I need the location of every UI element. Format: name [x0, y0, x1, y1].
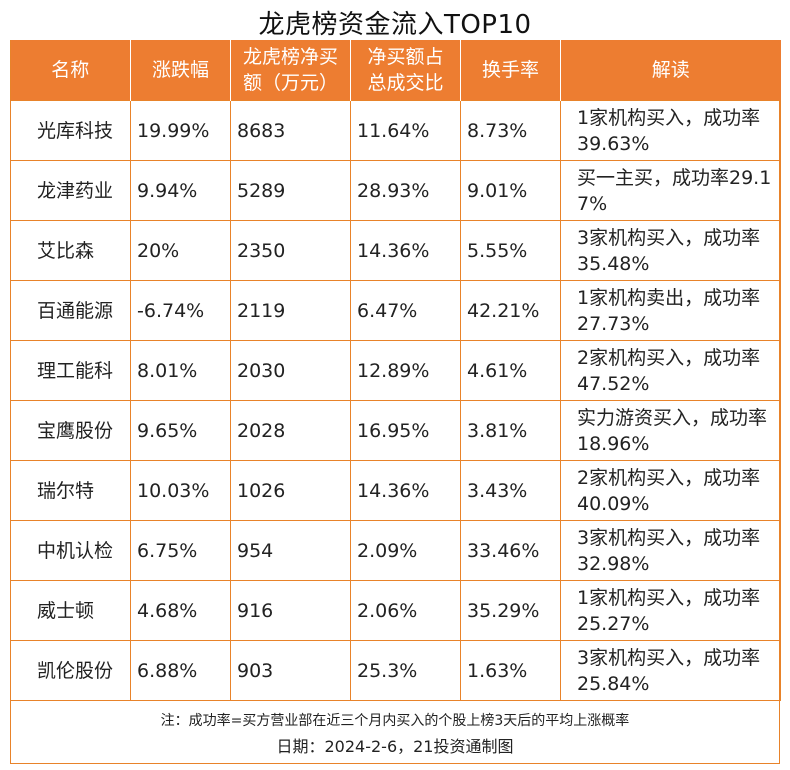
cell-ratio: 28.93% — [350, 160, 461, 221]
cell-ratio: 12.89% — [350, 340, 461, 401]
cell-net-buy: 1026 — [230, 460, 351, 521]
header-interpretation: 解读 — [560, 40, 781, 101]
cell-change: 20% — [130, 220, 231, 281]
cell-turnover: 1.63% — [460, 640, 561, 701]
cell-turnover: 3.43% — [460, 460, 561, 521]
header-net-buy: 龙虎榜净买额（万元） — [230, 40, 351, 101]
table-row: 中机认检 6.75% 954 2.09% 33.46% 3家机构买入，成功率32.98% — [10, 520, 781, 581]
cell-ratio: 11.64% — [350, 100, 461, 161]
cell-net-buy: 2119 — [230, 280, 351, 341]
cell-turnover: 3.81% — [460, 400, 561, 461]
header-turnover: 换手率 — [460, 40, 561, 101]
cell-name: 中机认检 — [10, 520, 131, 581]
cell-turnover: 8.73% — [460, 100, 561, 161]
cell-change: 9.65% — [130, 400, 231, 461]
cell-net-buy: 8683 — [230, 100, 351, 161]
cell-interpretation: 2家机构买入，成功率40.09% — [560, 460, 781, 521]
header-ratio: 净买额占总成交比 — [350, 40, 461, 101]
cell-interpretation: 1家机构买入，成功率25.27% — [560, 580, 781, 641]
table-header-row: 名称 涨跌幅 龙虎榜净买额（万元） 净买额占总成交比 换手率 解读 — [10, 40, 781, 101]
cell-change: 8.01% — [130, 340, 231, 401]
table-row: 凯伦股份 6.88% 903 25.3% 1.63% 3家机构买入，成功率25.84% — [10, 640, 781, 701]
cell-name: 宝鹰股份 — [10, 400, 131, 461]
cell-interpretation: 3家机构买入，成功率35.48% — [560, 220, 781, 281]
table-row: 宝鹰股份 9.65% 2028 16.95% 3.81% 实力游资买入，成功率18.96% — [10, 400, 781, 461]
header-change: 涨跌幅 — [130, 40, 231, 101]
table-row: 威士顿 4.68% 916 2.06% 35.29% 1家机构买入，成功率25.27% — [10, 580, 781, 641]
cell-interpretation: 3家机构买入，成功率25.84% — [560, 640, 781, 701]
cell-turnover: 42.21% — [460, 280, 561, 341]
cell-change: 4.68% — [130, 580, 231, 641]
cell-name: 凯伦股份 — [10, 640, 131, 701]
table-row: 龙津药业 9.94% 5289 28.93% 9.01% 买一主买，成功率29.17% — [10, 160, 781, 221]
cell-net-buy: 2350 — [230, 220, 351, 281]
cell-change: 6.75% — [130, 520, 231, 581]
table-row: 瑞尔特 10.03% 1026 14.36% 3.43% 2家机构买入，成功率40.09% — [10, 460, 781, 521]
cell-change: 9.94% — [130, 160, 231, 221]
cell-turnover: 33.46% — [460, 520, 561, 581]
cell-ratio: 16.95% — [350, 400, 461, 461]
cell-turnover: 35.29% — [460, 580, 561, 641]
cell-ratio: 2.09% — [350, 520, 461, 581]
cell-turnover: 9.01% — [460, 160, 561, 221]
table-row: 艾比森 20% 2350 14.36% 5.55% 3家机构买入，成功率35.48% — [10, 220, 781, 281]
cell-net-buy: 2028 — [230, 400, 351, 461]
cell-name: 百通能源 — [10, 280, 131, 341]
header-name: 名称 — [10, 40, 131, 101]
table-row: 百通能源 -6.74% 2119 6.47% 42.21% 1家机构卖出，成功率27.73… — [10, 280, 781, 341]
cell-change: 6.88% — [130, 640, 231, 701]
footnote: 注：成功率=买方营业部在近三个月内买入的个股上榜3天后的平均上涨概率 — [160, 713, 630, 729]
cell-interpretation: 2家机构买入，成功率47.52% — [560, 340, 781, 401]
cell-turnover: 4.61% — [460, 340, 561, 401]
cell-ratio: 14.36% — [350, 460, 461, 521]
table-row: 理工能科 8.01% 2030 12.89% 4.61% 2家机构买入，成功率47.52% — [10, 340, 781, 401]
cell-interpretation: 3家机构买入，成功率32.98% — [560, 520, 781, 581]
cell-name: 光库科技 — [10, 100, 131, 161]
cell-net-buy: 903 — [230, 640, 351, 701]
cell-name: 瑞尔特 — [10, 460, 131, 521]
cell-ratio: 6.47% — [350, 280, 461, 341]
cell-net-buy: 2030 — [230, 340, 351, 401]
cell-name: 威士顿 — [10, 580, 131, 641]
dragon-tiger-table: 名称 涨跌幅 龙虎榜净买额（万元） 净买额占总成交比 换手率 解读 光库科技 19… — [10, 40, 781, 701]
cell-change: -6.74% — [130, 280, 231, 341]
cell-name: 龙津药业 — [10, 160, 131, 221]
cell-interpretation: 1家机构买入，成功率39.63% — [560, 100, 781, 161]
cell-ratio: 2.06% — [350, 580, 461, 641]
page-title: 龙虎榜资金流入TOP10 — [258, 10, 532, 40]
cell-change: 10.03% — [130, 460, 231, 521]
cell-interpretation: 买一主买，成功率29.17% — [560, 160, 781, 221]
cell-ratio: 25.3% — [350, 640, 461, 701]
cell-name: 理工能科 — [10, 340, 131, 401]
table-row: 光库科技 19.99% 8683 11.64% 8.73% 1家机构买入，成功率39.63… — [10, 100, 781, 161]
cell-interpretation: 实力游资买入，成功率18.96% — [560, 400, 781, 461]
cell-net-buy: 916 — [230, 580, 351, 641]
cell-interpretation: 1家机构卖出，成功率27.73% — [560, 280, 781, 341]
cell-ratio: 14.36% — [350, 220, 461, 281]
cell-change: 19.99% — [130, 100, 231, 161]
cell-name: 艾比森 — [10, 220, 131, 281]
cell-net-buy: 954 — [230, 520, 351, 581]
date-credit: 日期：2024-2-6，21投资通制图 — [276, 737, 514, 756]
cell-turnover: 5.55% — [460, 220, 561, 281]
cell-net-buy: 5289 — [230, 160, 351, 221]
